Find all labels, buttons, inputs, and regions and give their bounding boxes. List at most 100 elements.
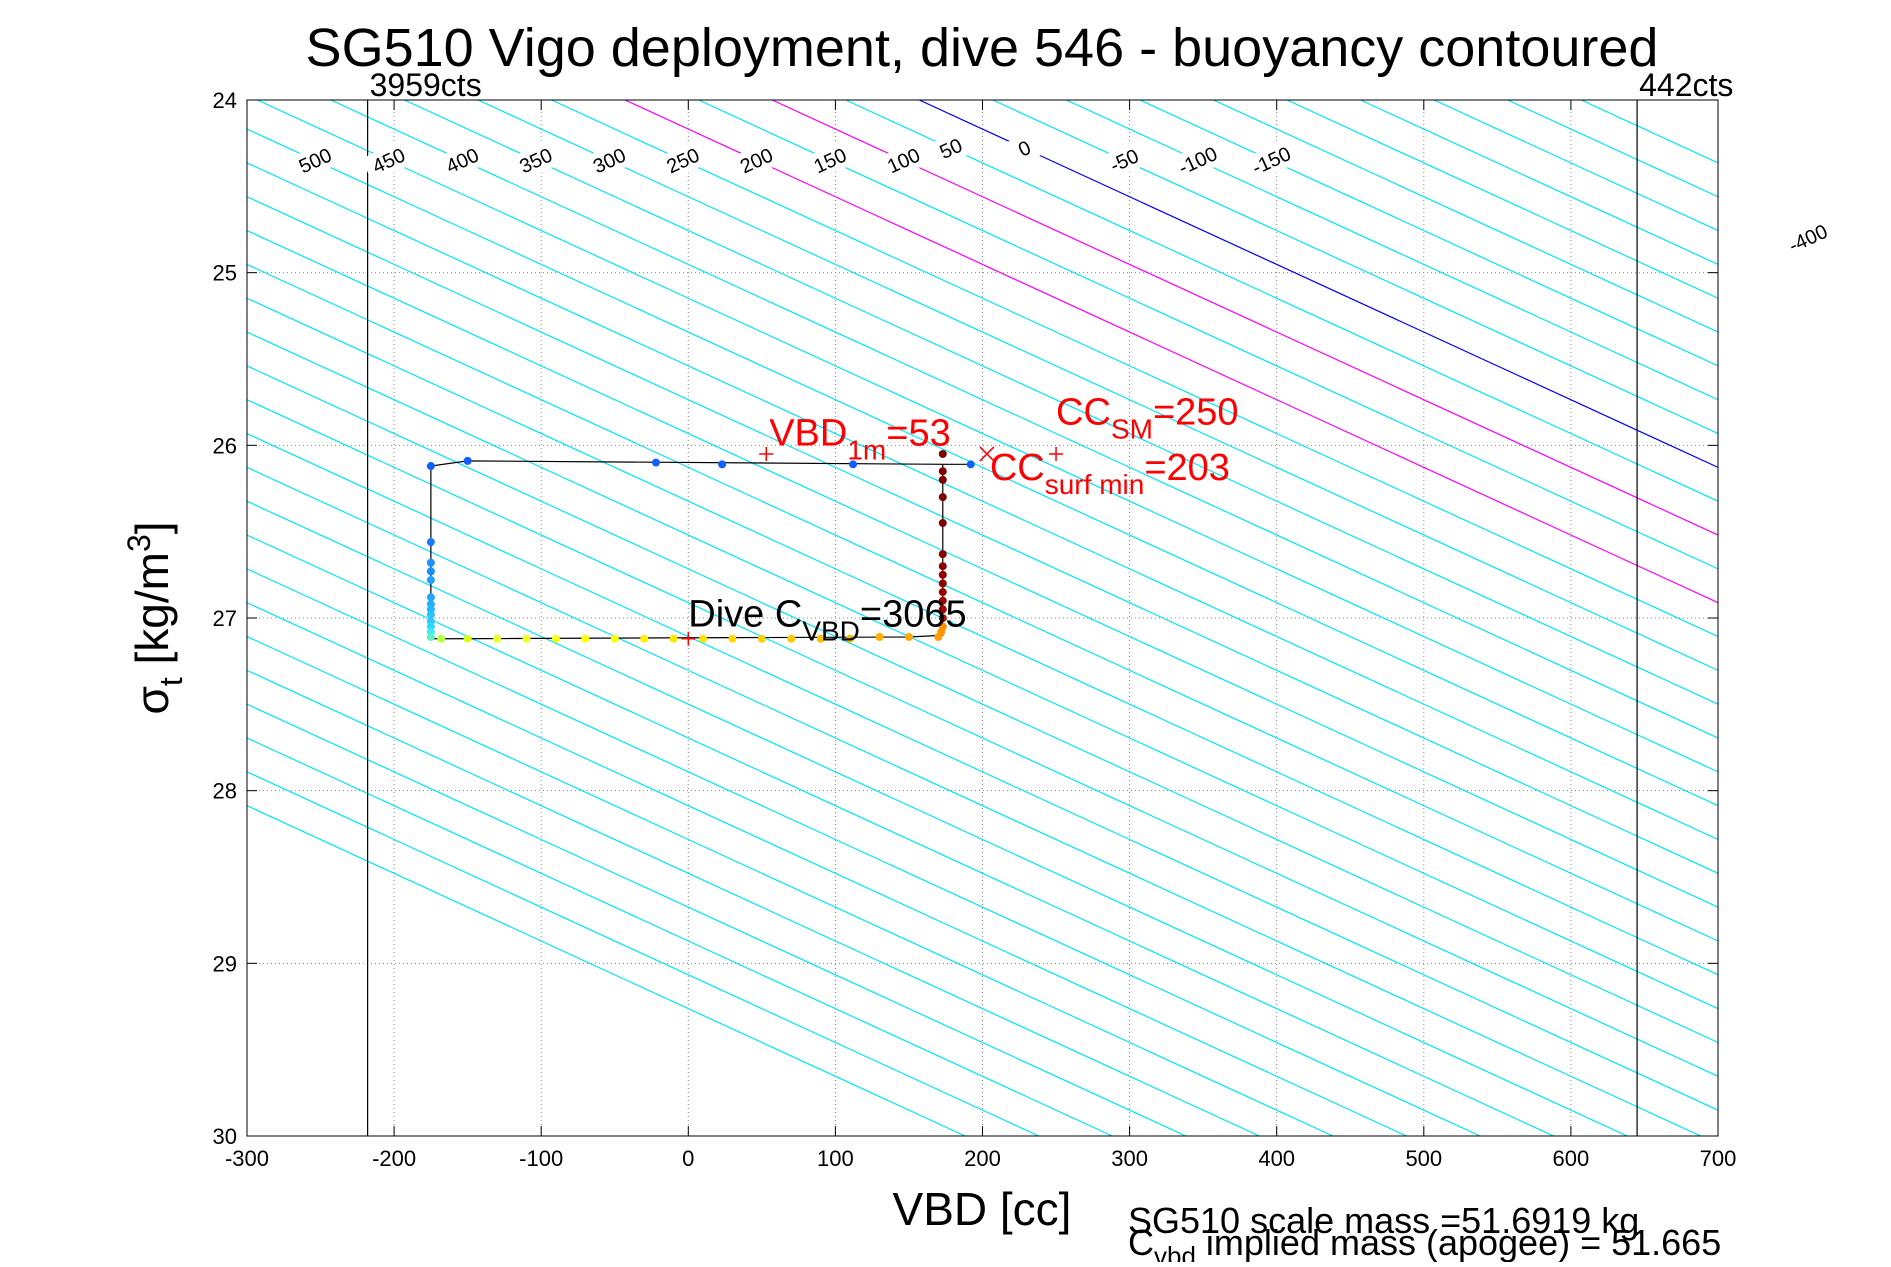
contour-line <box>247 703 1187 1136</box>
contour-line <box>247 534 1554 1136</box>
dive-trace-point <box>669 634 678 643</box>
contour-line <box>247 568 1481 1136</box>
contour-line <box>247 432 1718 1111</box>
contour-line <box>918 100 1718 469</box>
contour-label-backdrop <box>729 138 784 183</box>
y-tick-label: 25 <box>213 261 237 286</box>
contour-line <box>247 162 1718 841</box>
dive-trace-point <box>875 632 884 641</box>
contour-line <box>330 100 1718 739</box>
contour-line <box>698 100 1718 570</box>
contour-label-backdrop <box>435 138 490 183</box>
contour-label-backdrop <box>997 126 1052 171</box>
dive-trace-point <box>938 579 947 588</box>
contour-line <box>1286 100 1718 299</box>
dive-trace-point <box>757 634 766 643</box>
dive-trace-point <box>938 449 947 458</box>
marker-stroke <box>979 446 995 462</box>
contour-line <box>247 737 1113 1136</box>
dive-trace-point <box>463 634 472 643</box>
dive-trace <box>426 449 975 643</box>
cc-sm-annotation: CCSM=250 <box>1056 392 1238 445</box>
y-tick-label: 28 <box>213 779 237 804</box>
dive-trace-point <box>581 634 590 643</box>
x-tick-label: 100 <box>817 1146 854 1171</box>
dive-trace-point <box>551 634 560 643</box>
vbd-limit-lines: 3959cts 442cts <box>367 67 1733 1136</box>
dive-trace-point <box>938 614 947 622</box>
contour-label-backdrop <box>361 138 416 183</box>
x-tick-label: 400 <box>1258 1146 1295 1171</box>
dive-trace-point <box>426 632 435 641</box>
dive-trace-point <box>640 634 649 643</box>
y-tick-label: 30 <box>213 1124 237 1149</box>
contour-label-backdrop <box>1096 138 1152 183</box>
contour-line <box>992 100 1718 435</box>
x-tick-label: 0 <box>682 1146 694 1171</box>
annotation-tail: =250 <box>1153 392 1239 434</box>
dive-trace-point <box>728 634 737 643</box>
dive-trace-point <box>816 634 825 643</box>
dive-trace-point <box>938 493 947 502</box>
contour-line <box>845 100 1718 502</box>
x-tick-label: -100 <box>519 1146 563 1171</box>
dive-trace-point <box>463 456 472 465</box>
dive-trace-point <box>493 634 502 643</box>
dive-trace-point <box>522 634 531 643</box>
contour-label-backdrop <box>508 138 564 183</box>
footer-implied-mass: Cvbd implied mass (apogee) = 51.665 <box>1128 1222 1721 1262</box>
contour-label-backdrop <box>582 138 637 183</box>
footer-implied-tail: implied mass (apogee) = 51.665 <box>1196 1222 1721 1262</box>
contour-line <box>247 399 1718 1077</box>
dive-trace-point <box>610 634 619 643</box>
dive-cvbd-annotation: Dive CVBD=3065 <box>688 594 966 647</box>
contour-line <box>247 602 1407 1136</box>
annotation-subscript: SM <box>1111 414 1153 445</box>
x-tick-label: 300 <box>1111 1146 1148 1171</box>
dive-trace-point <box>651 458 660 467</box>
dive-trace-point <box>938 519 947 528</box>
contour-line <box>247 128 1718 807</box>
dive-trace-point <box>966 460 975 469</box>
contour-line <box>247 263 1718 942</box>
chart-title: SG510 Vigo deployment, dive 546 - buoyan… <box>306 18 1659 78</box>
contour-line <box>247 229 1718 908</box>
dive-trace-point <box>938 550 947 559</box>
contour-line <box>477 100 1718 672</box>
contour-line <box>257 100 1718 773</box>
dive-trace-point <box>718 460 727 469</box>
annotation-tail: =3065 <box>860 594 967 636</box>
dive-trace-point <box>938 596 947 605</box>
annotation-main: Dive C <box>688 594 802 636</box>
x-tick-label: -200 <box>372 1146 416 1171</box>
contour-line <box>247 771 1039 1136</box>
contour-line <box>247 635 1334 1136</box>
y-axis-label: σt [kg/m3] <box>121 521 189 714</box>
x-tick-label: -300 <box>225 1146 269 1171</box>
y-axis-label-unit: [kg/m <box>126 552 178 677</box>
y-axis-ticks: 24 25 26 27 28 29 30 <box>213 88 1718 1149</box>
buoyancy-contours <box>247 100 1718 1136</box>
x-tick-label: 200 <box>964 1146 1001 1171</box>
vbd-limit-label: 442cts <box>1639 67 1733 103</box>
annotation-main: CC <box>1056 392 1111 434</box>
y-tick-label: 29 <box>213 951 237 976</box>
contour-line <box>247 669 1260 1136</box>
vbd-1m-marker <box>759 446 774 461</box>
y-axis-label-symbol: σ <box>126 686 178 714</box>
contour-line <box>404 100 1718 705</box>
dive-trace-point <box>426 538 435 547</box>
dive-trace-point <box>426 576 435 585</box>
x-tick-label: 700 <box>1700 1146 1737 1171</box>
contour-label-backdrop <box>876 138 931 183</box>
footer-implied-subscript: vbd <box>1154 1241 1196 1262</box>
y-axis-label-superscript: 3 <box>121 534 157 552</box>
dive-trace-point <box>938 475 947 484</box>
dive-trace-point <box>699 634 708 643</box>
dive-trace-point <box>426 593 435 602</box>
contour-line <box>247 466 1701 1136</box>
contour-label-backdrop <box>287 138 343 183</box>
